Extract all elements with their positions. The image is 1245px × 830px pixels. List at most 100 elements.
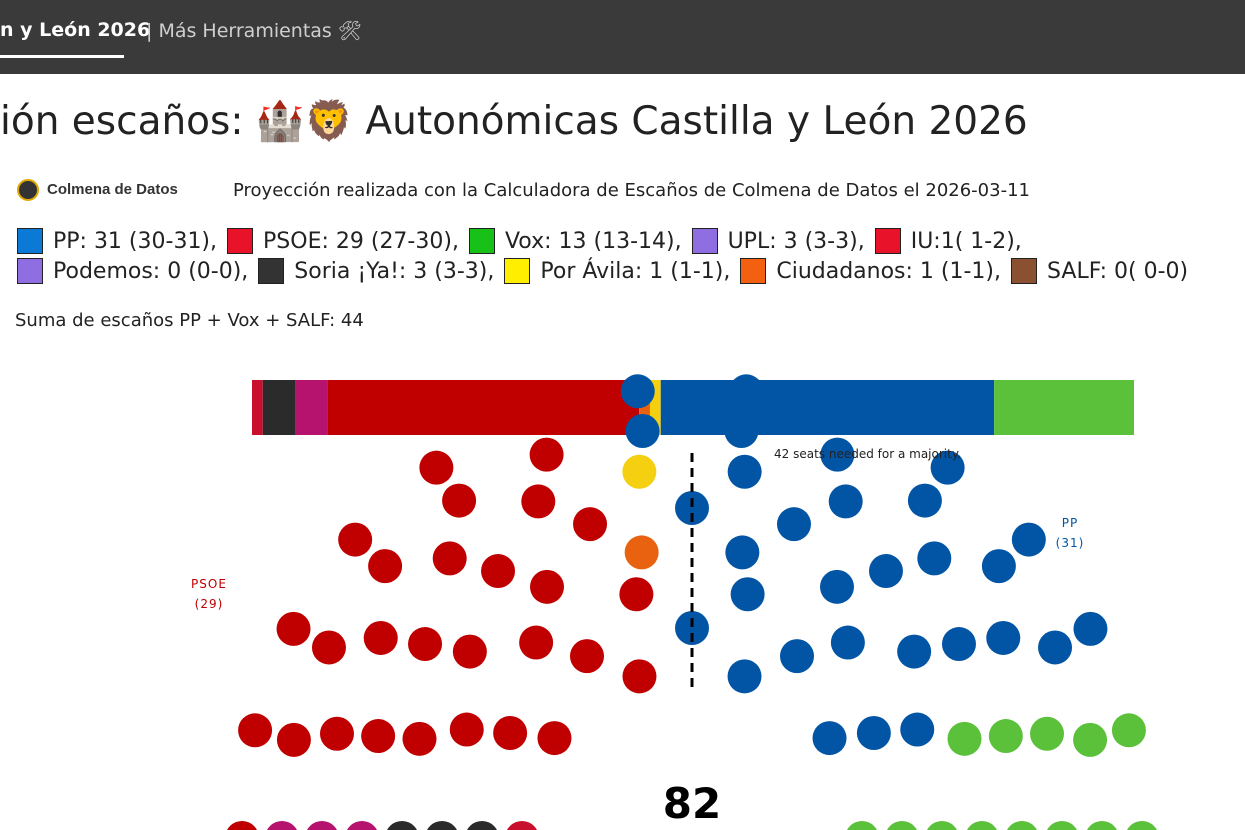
seat xyxy=(900,712,935,747)
party-seats-label: (31) xyxy=(1056,536,1085,550)
seat xyxy=(452,634,487,669)
seat xyxy=(622,454,657,489)
seat xyxy=(1087,821,1117,830)
seat xyxy=(834,400,869,435)
seat xyxy=(675,491,709,525)
legend-swatch xyxy=(874,228,901,254)
seat xyxy=(1047,821,1077,830)
seat xyxy=(727,659,762,694)
seat xyxy=(727,454,762,489)
legend-swatch xyxy=(17,258,43,284)
seat xyxy=(515,400,550,435)
seat xyxy=(493,716,528,750)
seat xyxy=(338,522,373,557)
legend-swatch xyxy=(504,258,531,284)
seat xyxy=(625,413,660,448)
legend-swatch xyxy=(1011,258,1038,284)
legend-swatch xyxy=(17,228,43,254)
seat-bar-segment xyxy=(660,380,995,435)
seat-bar-segment xyxy=(649,380,661,435)
seat xyxy=(981,549,1016,584)
brand[interactable]: Colmena de Datos xyxy=(47,181,178,198)
seat xyxy=(319,716,354,751)
seat xyxy=(927,821,957,830)
seat xyxy=(573,507,608,542)
seat xyxy=(1073,611,1108,646)
legend-item: Podemos: 0 (0-0), xyxy=(17,258,248,284)
seat xyxy=(238,713,273,748)
page-title: ión escaños: 🏰🦁 Autonómicas Castilla y L… xyxy=(0,99,1028,144)
legend-swatch xyxy=(468,228,495,254)
seat xyxy=(1030,716,1065,751)
seat xyxy=(820,569,854,604)
legend-swatch xyxy=(227,228,254,254)
seat xyxy=(624,535,659,570)
seat xyxy=(361,719,396,754)
seat xyxy=(347,821,377,830)
legend-item: Soria ¡Ya!: 3 (3-3), xyxy=(258,258,494,284)
party-label: PP xyxy=(1062,516,1078,530)
seat xyxy=(507,821,537,830)
seat xyxy=(947,721,982,756)
seat xyxy=(529,437,564,472)
legend-item: IU:1( 1-2), xyxy=(874,228,1022,254)
legend-item: Ciudadanos: 1 (1-1), xyxy=(740,258,1001,284)
nav-link[interactable]: | Más Herramientas 🛠 xyxy=(146,20,362,42)
seat xyxy=(941,627,976,662)
seat-bar-segment xyxy=(262,380,296,435)
seat-bar-segment xyxy=(994,380,1134,435)
seat xyxy=(907,483,942,518)
seat xyxy=(776,507,811,542)
nav-underline xyxy=(0,55,124,58)
seat xyxy=(481,554,516,589)
projection-note: Proyección realizada con la Calculadora … xyxy=(233,180,1030,201)
seat xyxy=(830,625,865,660)
legend-swatch xyxy=(691,228,718,254)
seat-bar-segment xyxy=(295,380,328,435)
seat xyxy=(387,821,417,830)
legend-label: Por Ávila: 1 (1-1), xyxy=(540,258,731,284)
seat xyxy=(519,625,554,660)
seat xyxy=(368,549,403,584)
seat xyxy=(730,577,765,612)
brand-icon xyxy=(17,179,39,201)
seat xyxy=(725,535,760,570)
seat xyxy=(780,639,814,674)
seat xyxy=(619,577,654,612)
seat xyxy=(1111,713,1146,748)
seat xyxy=(729,374,764,409)
seat xyxy=(276,722,311,757)
seat xyxy=(724,413,759,448)
seat xyxy=(227,821,257,830)
seat xyxy=(812,721,847,756)
seat xyxy=(307,821,337,830)
party-seats-label: (29) xyxy=(195,597,224,611)
nav-bar: n y León 2026 | Más Herramientas 🛠 xyxy=(0,0,1245,74)
seat xyxy=(868,554,903,589)
majority-note: 42 seats needed for a majority. xyxy=(774,447,961,461)
legend-label: UPL: 3 (3-3), xyxy=(727,228,865,254)
seat xyxy=(530,569,564,604)
seat-sum: Suma de escaños PP + Vox + SALF: 44 xyxy=(15,310,364,331)
seat-bar-segment xyxy=(327,380,640,435)
total-seats: 82 xyxy=(663,779,721,828)
legend-item: Por Ávila: 1 (1-1), xyxy=(504,258,730,284)
legend-label: Podemos: 0 (0-0), xyxy=(53,258,249,284)
seat xyxy=(967,821,997,830)
legend-swatch xyxy=(740,258,767,284)
legend-item: UPL: 3 (3-3), xyxy=(691,228,865,254)
legend-label: IU:1( 1-2), xyxy=(910,228,1022,254)
seat xyxy=(363,620,398,655)
seat xyxy=(1127,821,1157,830)
seat xyxy=(427,821,457,830)
nav-link-active[interactable]: n y León 2026 xyxy=(0,19,151,41)
seat xyxy=(620,374,655,409)
seat xyxy=(442,483,477,518)
legend-label: Vox: 13 (13-14), xyxy=(504,228,682,254)
legend-item: Vox: 13 (13-14), xyxy=(468,228,682,254)
seat xyxy=(986,620,1021,655)
seat xyxy=(570,639,604,674)
seat xyxy=(1073,722,1108,757)
seat xyxy=(820,437,855,472)
seat xyxy=(622,659,657,694)
